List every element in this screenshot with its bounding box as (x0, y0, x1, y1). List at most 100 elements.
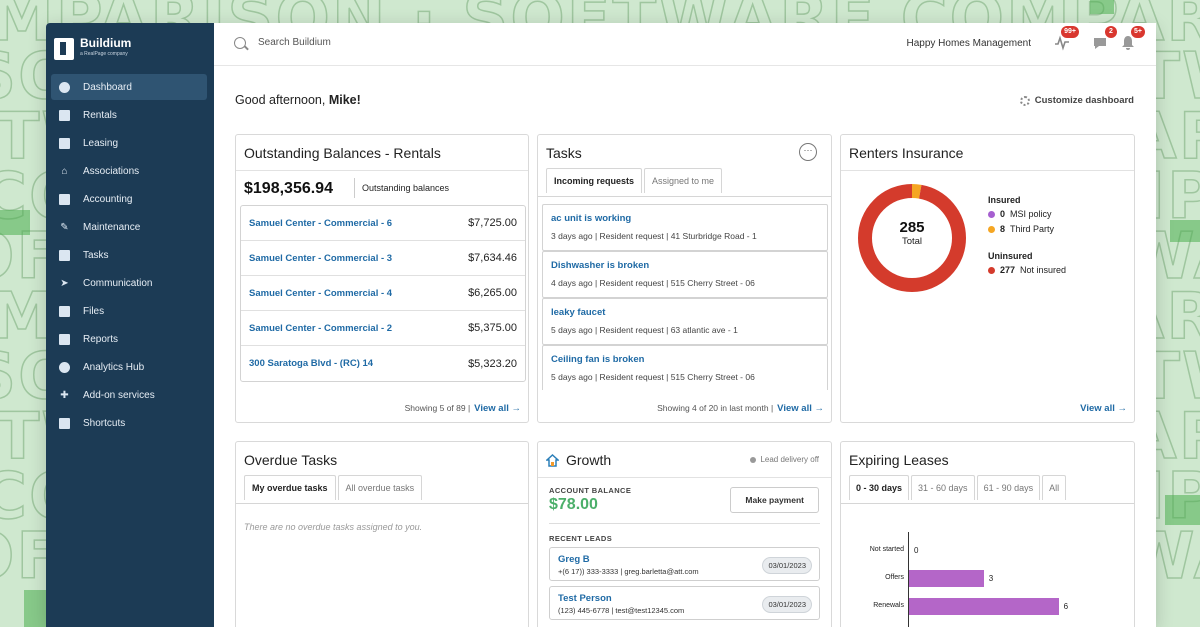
list-item[interactable]: 300 Saratoga Blvd - (RC) 14 $5,323.20 (241, 346, 525, 381)
balance-name[interactable]: Samuel Center - Commercial - 3 (249, 252, 393, 264)
company-name[interactable]: Happy Homes Management (906, 38, 1031, 49)
tab-my-overdue-tasks[interactable]: My overdue tasks (244, 475, 336, 500)
pie-chart-icon (59, 361, 70, 373)
donut-svg (858, 184, 966, 292)
tab-0-30-days[interactable]: 0 - 30 days (849, 475, 910, 500)
card-title: Tasks (546, 145, 582, 161)
card-title: Overdue Tasks (244, 452, 338, 468)
tab-incoming-requests[interactable]: Incoming requests (546, 168, 643, 193)
sidebar-nav: Dashboard Rentals Leasing ⌂ Associations … (46, 74, 214, 436)
divider (549, 523, 820, 524)
list-item[interactable]: ac unit is working 3 days ago | Resident … (542, 204, 828, 251)
task-meta: 5 days ago | Resident request | 63 atlan… (551, 325, 738, 335)
list-item[interactable]: Greg B +(6 17)) 333-3333 | greg.barletta… (549, 547, 820, 581)
card-footer: View all → (1076, 403, 1127, 414)
tab-all[interactable]: All (1042, 475, 1067, 500)
list-item[interactable]: Samuel Center - Commercial - 4 $6,265.00 (241, 276, 525, 311)
customize-dashboard-button[interactable]: Customize dashboard (1019, 95, 1134, 106)
sidebar-item-communication[interactable]: ➤ Communication (51, 270, 207, 296)
sidebar-item-maintenance[interactable]: ✎ Maintenance (51, 214, 207, 240)
more-options-button[interactable]: ··· (799, 143, 817, 161)
sidebar-item-associations[interactable]: ⌂ Associations (51, 158, 207, 184)
lead-name[interactable]: Test Person (558, 593, 612, 604)
messages-button[interactable]: 2 (1092, 26, 1117, 51)
greeting: Good afternoon, Mike! (235, 93, 361, 107)
sidebar-item-analytics-hub[interactable]: Analytics Hub (51, 354, 207, 380)
list-item[interactable]: Dishwasher is broken 4 days ago | Residen… (542, 251, 828, 298)
account-balance: $78.00 (549, 496, 598, 513)
sidebar-item-label: Accounting (83, 193, 133, 205)
decor-square (1170, 220, 1200, 242)
showing-count: Showing 5 of 89 | (404, 403, 471, 413)
notifications-button[interactable]: 5+ (1120, 26, 1145, 51)
view-all-link[interactable]: View all → (1080, 403, 1127, 414)
messages-badge: 2 (1105, 26, 1117, 38)
legend-uninsured-heading: Uninsured (988, 251, 1033, 261)
view-all-link[interactable]: View all → (777, 403, 824, 414)
sidebar-item-files[interactable]: Files (51, 298, 207, 324)
list-item[interactable]: leaky faucet 5 days ago | Resident reques… (542, 298, 828, 345)
donut-segment-not-insured[interactable] (858, 184, 966, 292)
balance-name[interactable]: Samuel Center - Commercial - 6 (249, 217, 393, 229)
folder-icon (59, 305, 70, 317)
list-item[interactable]: Samuel Center - Commercial - 2 $5,375.00 (241, 311, 525, 346)
chat-icon (1094, 38, 1106, 49)
tab-31-60-days[interactable]: 31 - 60 days (911, 475, 975, 500)
bar-offers[interactable] (909, 570, 984, 587)
legend-item-not-insured: 277 Not insured (988, 265, 1066, 275)
bar-value-label: 3 (988, 574, 994, 583)
sidebar-item-label: Reports (83, 333, 119, 345)
sidebar-item-label: Tasks (83, 249, 109, 261)
task-title[interactable]: Dishwasher is broken (551, 260, 650, 271)
task-title[interactable]: Ceiling fan is broken (551, 354, 645, 365)
list-item[interactable]: Test Person (123) 445-6778 | test@test12… (549, 586, 820, 620)
sidebar-item-shortcuts[interactable]: Shortcuts (51, 410, 207, 436)
customize-label: Customize dashboard (1034, 95, 1134, 106)
associations-icon: ⌂ (61, 165, 68, 177)
bar-value-label: 0 (914, 546, 919, 555)
task-title[interactable]: ac unit is working (551, 213, 632, 224)
balance-name[interactable]: Samuel Center - Commercial - 4 (249, 287, 393, 299)
dashboard-icon (59, 81, 70, 93)
lead-name[interactable]: Greg B (558, 554, 590, 565)
bar-renewals[interactable] (909, 598, 1059, 615)
card-title: Growth (566, 452, 612, 468)
make-payment-button[interactable]: Make payment (730, 487, 819, 513)
legend-label: Third Party (1010, 224, 1055, 234)
showing-count: Showing 4 of 20 in last month | (657, 403, 774, 413)
search-input[interactable] (258, 37, 558, 48)
sidebar-item-dashboard[interactable]: Dashboard (51, 74, 207, 100)
house-icon (546, 454, 559, 467)
card-title: Renters Insurance (849, 145, 964, 161)
balance-name[interactable]: Samuel Center - Commercial - 2 (249, 322, 393, 334)
tab-61-90-days[interactable]: 61 - 90 days (976, 475, 1041, 500)
balance-amount: $5,323.20 (468, 357, 517, 370)
task-meta: 3 days ago | Resident request | 41 Sturb… (551, 231, 757, 241)
task-title[interactable]: leaky faucet (551, 307, 606, 318)
sidebar-item-add-on-services[interactable]: ✚ Add-on services (51, 382, 207, 408)
top-bar: Happy Homes Management 99+ 2 5+ (214, 23, 1156, 66)
card-footer: Showing 4 of 20 in last month | View all … (657, 403, 824, 414)
sidebar-item-reports[interactable]: Reports (51, 326, 207, 352)
divider (236, 170, 528, 171)
brand-logo[interactable]: Buildium a RealPage company (46, 23, 214, 65)
tab-assigned-to-me[interactable]: Assigned to me (644, 168, 723, 193)
clipboard-icon (59, 249, 70, 261)
task-list: ac unit is working 3 days ago | Resident … (542, 204, 828, 390)
view-all-link[interactable]: View all → (474, 403, 521, 414)
sidebar-item-leasing[interactable]: Leasing (51, 130, 207, 156)
sidebar-item-accounting[interactable]: Accounting (51, 186, 207, 212)
tab-all-overdue-tasks[interactable]: All overdue tasks (337, 475, 423, 500)
notifications-badge: 5+ (1131, 26, 1145, 38)
lead-info: +(6 17)) 333-3333 | greg.barletta@att.co… (558, 567, 699, 576)
sidebar-item-tasks[interactable]: Tasks (51, 242, 207, 268)
list-item[interactable]: Samuel Center - Commercial - 6 $7,725.00 (241, 206, 525, 241)
sidebar-item-rentals[interactable]: Rentals (51, 102, 207, 128)
insurance-donut-chart: 285 Total (855, 181, 969, 295)
list-item[interactable]: Samuel Center - Commercial - 3 $7,634.46 (241, 241, 525, 276)
list-item[interactable]: Ceiling fan is broken 5 days ago | Reside… (542, 345, 828, 390)
activity-button[interactable]: 99+ (1054, 26, 1079, 51)
balance-name[interactable]: 300 Saratoga Blvd - (RC) 14 (249, 358, 374, 369)
lead-info: (123) 445-6778 | test@test12345.com (558, 606, 685, 615)
balances-list: Samuel Center - Commercial - 6 $7,725.00 … (240, 205, 526, 382)
